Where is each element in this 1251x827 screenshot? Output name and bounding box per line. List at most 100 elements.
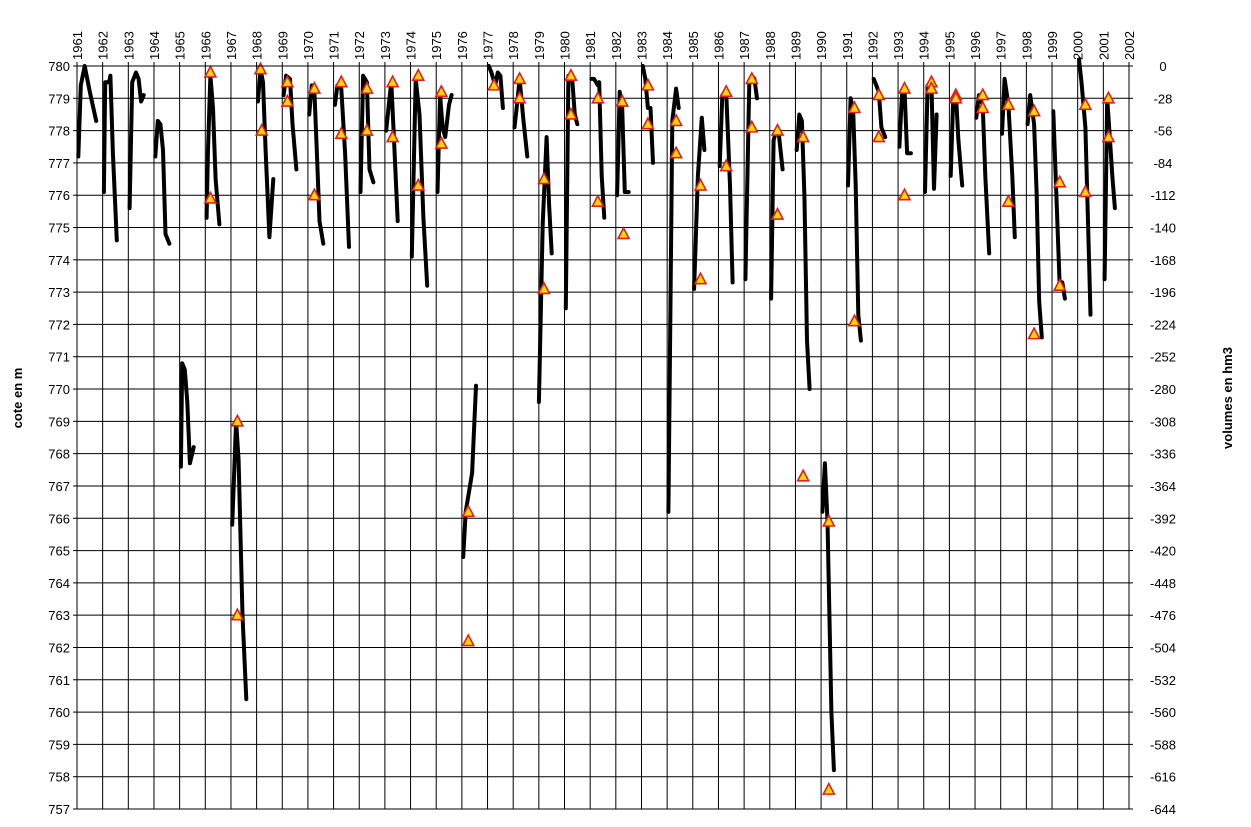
triangle-marker [537,171,551,185]
level-line-segment [615,89,631,198]
triangle-marker [872,129,886,143]
level-line-segment [307,83,326,246]
triangle-marker [1052,174,1067,188]
level-line-segment [101,73,119,243]
y2-tick-label: -336 [1150,447,1176,462]
x-tick-label: 1979 [532,31,547,60]
triangle-marker [975,87,990,101]
y-tick-label: 759 [48,737,70,752]
level-line-segment [384,80,400,224]
triangle-marker [1101,129,1116,143]
y2-tick-label: -532 [1150,673,1176,688]
x-tick-label: 1992 [865,31,880,60]
triangle-marker [615,93,630,107]
y2-tick-label: -224 [1150,317,1176,332]
x-tick-label: 1978 [506,31,521,60]
level-line-segment [332,83,351,249]
y-tick-label: 775 [48,221,70,236]
level-line-segment [255,67,276,240]
triangle-marker [669,145,683,159]
triangle-marker [924,80,939,94]
plot-frame [76,65,1130,810]
triangle-marker [1078,184,1093,198]
y-tick-label: 762 [48,640,70,655]
x-tick-label: 1985 [686,31,701,60]
y-tick-label: 766 [48,511,70,526]
level-line-segment [948,89,965,188]
y-tick-label: 763 [48,608,70,623]
level-line-segment [153,118,172,246]
y-tick-label: 758 [48,770,70,785]
level-line-segment [974,93,992,256]
x-tick-label: 1996 [968,31,983,60]
level-line-segment [127,70,146,211]
left-axis: 780 779 778 777 776 775 774 773 772 771 770 769 768 7… [48,59,77,817]
x-tick-label: 1968 [250,31,265,60]
x-tick-label: 1966 [198,31,213,60]
y-tick-label: 772 [48,317,70,332]
x-tick-label: 1967 [224,31,239,60]
y2-tick-label: -560 [1150,705,1176,720]
triangle-marker [280,93,295,107]
y2-tick-label: -280 [1150,382,1176,397]
level-line-segment [1051,109,1067,301]
triangle-marker [872,87,886,101]
x-tick-label: 1974 [404,31,419,60]
triangle-marker [948,90,963,104]
y-tick-label: 767 [48,479,70,494]
x-tick-label: 1984 [660,31,675,60]
triangle-marker [744,119,759,133]
triangle-marker [897,187,912,201]
y-tick-label: 769 [48,414,70,429]
y-axis-title: cote en m [10,368,25,429]
y-tick-label: 777 [48,156,70,171]
triangle-marker [796,129,810,143]
x-tick-label: 1963 [121,31,136,60]
x-tick-label: 1970 [301,31,316,60]
y2-tick-label: -28 [1154,91,1173,106]
level-line-segment [1077,57,1093,317]
x-tick-label: 1964 [147,31,162,60]
triangle-marker [434,135,449,149]
y2-tick-label: -420 [1150,544,1176,559]
volume-markers [203,61,1116,795]
y2-tick-label: -644 [1150,802,1176,817]
triangle-marker [307,80,322,94]
y-tick-label: 757 [48,802,70,817]
y2-tick-label: -448 [1150,576,1176,591]
x-tick-label: 1983 [634,31,649,60]
triangle-marker [512,71,527,85]
level-line-segment [204,73,222,227]
y2-tick-label: -140 [1150,221,1176,236]
x-tick-label: 1986 [711,31,726,60]
y2-tick-label: -588 [1150,737,1176,752]
triangle-marker [307,187,322,201]
triangle-marker [1027,326,1041,340]
y-tick-label: 765 [48,544,70,559]
y2-tick-label: -196 [1150,285,1176,300]
x-tick-label: 1961 [70,31,85,60]
level-line-segment [461,383,478,559]
level-line-segment [846,96,863,343]
triangle-marker [461,504,476,518]
triangle-marker [411,177,426,191]
level-line-segment [536,135,554,404]
triangle-marker [334,126,349,140]
triangle-marker [847,313,862,327]
triangle-marker [1001,97,1016,111]
level-line-segment [717,89,735,285]
triangle-marker [975,100,990,114]
level-line-segment [1102,96,1117,282]
x-tick-label: 2002 [1122,31,1137,60]
level-line-segment [871,76,888,140]
level-line-segment [178,361,196,469]
triangle-marker [719,158,733,172]
triangle-marker [1078,97,1093,111]
triangle-marker [1052,277,1067,291]
x-tick-label: 1962 [96,31,111,60]
y-tick-label: 776 [48,188,70,203]
x-tick-label: 1997 [994,31,1009,60]
right-axis: 0 -28 -56 -84 -112 -140 -168 -196 -224 -252 -280 -3… [1129,59,1176,817]
y2-tick-label: -308 [1150,414,1176,429]
triangle-marker [230,607,245,621]
